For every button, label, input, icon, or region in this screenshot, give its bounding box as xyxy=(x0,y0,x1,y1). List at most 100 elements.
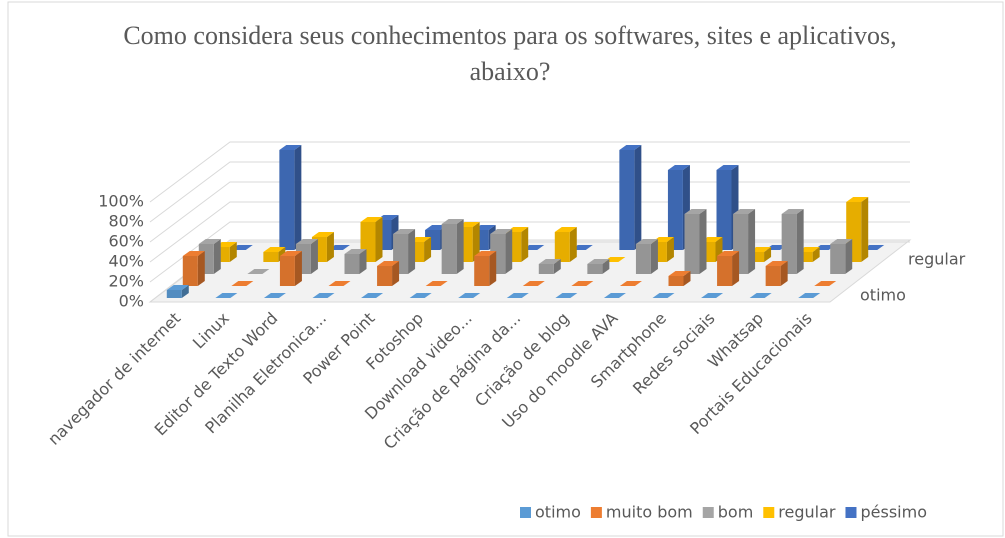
bar xyxy=(263,293,286,298)
bar xyxy=(279,251,302,286)
grid-line xyxy=(149,141,910,203)
bar-top xyxy=(393,229,416,234)
grid-line xyxy=(149,161,910,223)
bar-front xyxy=(587,264,603,274)
legend-swatch xyxy=(763,507,775,518)
legend-swatch xyxy=(702,507,714,518)
bar-side xyxy=(294,145,302,250)
bar-top xyxy=(198,239,221,244)
chart-title: Como considera seus conhecimentos para o… xyxy=(123,21,897,86)
bar xyxy=(619,145,642,250)
bar xyxy=(635,239,658,274)
bar-side xyxy=(310,239,318,274)
legend-label: regular xyxy=(778,503,836,522)
bar xyxy=(538,259,561,274)
bar-top xyxy=(733,209,756,214)
bar-side xyxy=(732,251,740,286)
bar-top xyxy=(587,259,610,264)
bar-top xyxy=(458,293,481,298)
bar-front xyxy=(263,252,279,262)
bar-top xyxy=(846,197,869,202)
bar-top xyxy=(474,251,497,256)
bar-front xyxy=(716,170,732,250)
depth-label: regular xyxy=(908,250,966,269)
bar-top xyxy=(798,293,821,298)
bar-side xyxy=(505,229,513,274)
bar-front xyxy=(377,266,393,286)
bar xyxy=(555,293,578,298)
bar-side xyxy=(392,261,400,286)
bar xyxy=(603,293,626,298)
y-tick-label: 60% xyxy=(108,232,144,251)
bar-top xyxy=(668,271,691,276)
bar-side xyxy=(780,261,788,286)
bar-front xyxy=(668,276,684,286)
bar-side xyxy=(294,251,302,286)
bar xyxy=(312,293,335,298)
bar-side xyxy=(666,237,674,262)
bar-top xyxy=(571,281,594,286)
y-tick-label: 80% xyxy=(108,212,144,231)
bar-top xyxy=(603,293,626,298)
bar xyxy=(425,281,448,286)
bar-top xyxy=(716,165,739,170)
bar-side xyxy=(861,197,869,262)
legend-swatch xyxy=(590,507,602,518)
bar-front xyxy=(684,214,700,274)
bar-front xyxy=(279,150,295,250)
bar-front xyxy=(474,256,490,286)
bar xyxy=(814,281,837,286)
bar xyxy=(619,281,642,286)
bar xyxy=(522,281,545,286)
bar-top xyxy=(425,281,448,286)
bar xyxy=(490,229,513,274)
bar-top xyxy=(247,269,270,274)
bar-front xyxy=(554,232,570,262)
bar-front xyxy=(765,266,781,286)
bar-top xyxy=(182,251,205,256)
bar-top xyxy=(279,145,302,150)
legend-label: muito bom xyxy=(606,503,693,522)
bar-front xyxy=(182,256,198,286)
bar-top xyxy=(263,247,286,252)
y-tick-label: 40% xyxy=(108,252,144,271)
bar xyxy=(247,269,270,274)
legend-swatch xyxy=(520,507,531,518)
bar-top xyxy=(749,293,772,298)
bar xyxy=(506,293,529,298)
bar-top xyxy=(344,249,367,254)
bar-side xyxy=(408,229,416,274)
bar-top xyxy=(361,293,384,298)
bar-top xyxy=(263,293,286,298)
bar-top xyxy=(522,281,545,286)
bar-side xyxy=(359,249,367,274)
bar-top xyxy=(538,259,561,264)
bar-side xyxy=(634,145,642,250)
bar-top xyxy=(619,281,642,286)
bar-top xyxy=(701,293,724,298)
bar-side xyxy=(796,209,804,274)
legend-label: otimo xyxy=(535,503,581,522)
bar xyxy=(684,209,707,274)
bar-top xyxy=(166,285,189,290)
bar-side xyxy=(748,209,756,274)
bar xyxy=(749,293,772,298)
bar-top xyxy=(215,293,238,298)
bar-side xyxy=(326,232,334,262)
bar-top xyxy=(311,232,334,237)
bar-top xyxy=(409,293,432,298)
bar-side xyxy=(472,222,480,262)
bar xyxy=(652,293,675,298)
bar-front xyxy=(619,150,635,250)
bar-top xyxy=(231,281,254,286)
bar-top xyxy=(555,293,578,298)
bar xyxy=(668,271,691,286)
bar-side xyxy=(375,217,383,262)
bar-front xyxy=(797,252,813,262)
legend-label: bom xyxy=(718,503,754,522)
bar-side xyxy=(181,285,189,298)
bar-top xyxy=(295,239,318,244)
bar xyxy=(781,209,804,274)
